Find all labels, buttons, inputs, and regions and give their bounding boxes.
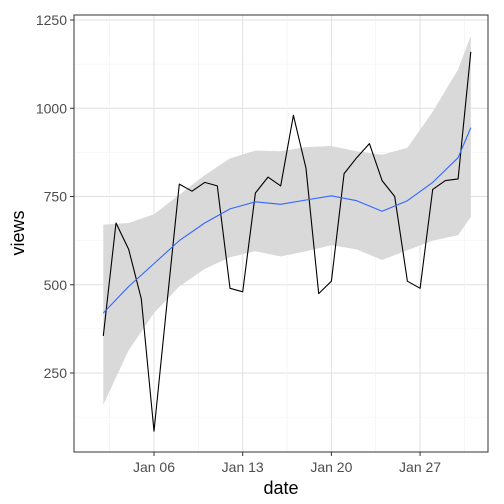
series-layer — [102, 51, 472, 432]
panel-border — [73, 14, 489, 453]
smooth-trend-line — [102, 127, 472, 314]
x-tick-label: Jan 06 — [133, 459, 175, 475]
axis-ticks: Jan 06 Jan 13 Jan 20 Jan 27 250 500 750 1000 125… — [36, 12, 441, 475]
y-tick-label: 250 — [44, 365, 68, 381]
y-tick-label: 1000 — [36, 100, 67, 116]
y-axis-title: views — [8, 210, 28, 255]
y-tick-label: 500 — [44, 277, 68, 293]
x-tick-label: Jan 20 — [310, 459, 352, 475]
y-tick-label: 750 — [44, 189, 68, 205]
x-tick-label: Jan 27 — [399, 459, 441, 475]
x-axis-title: date — [263, 478, 298, 498]
confidence-band-layer — [103, 35, 471, 405]
y-tick-label: 1250 — [36, 12, 67, 28]
confidence-band — [103, 35, 471, 405]
x-tick-label: Jan 13 — [222, 459, 264, 475]
observed-views-line — [102, 51, 472, 432]
